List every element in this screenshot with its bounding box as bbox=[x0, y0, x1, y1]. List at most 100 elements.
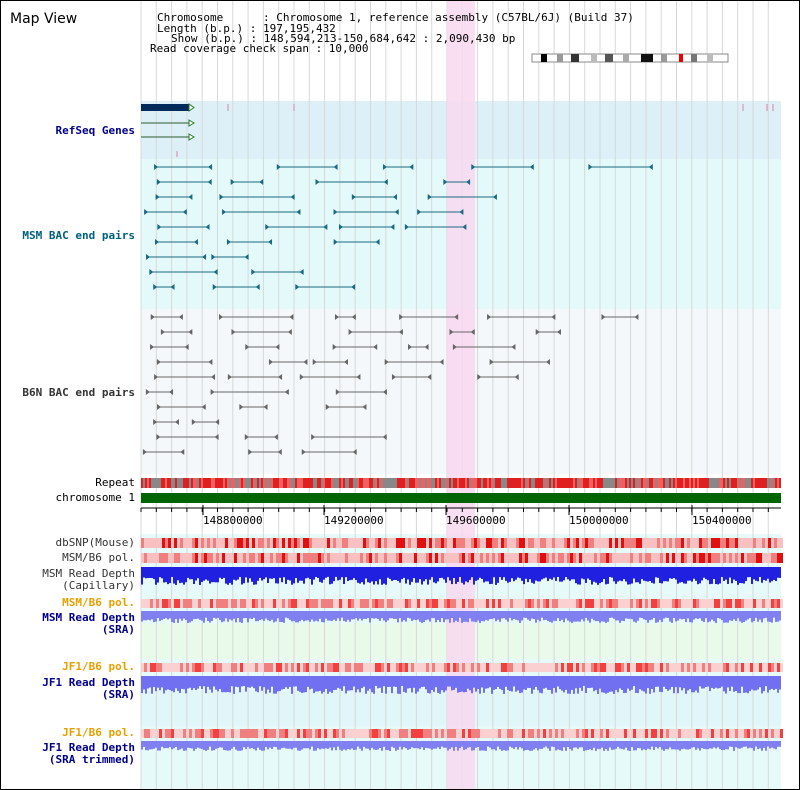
axis-tick-label: 150400000 bbox=[692, 514, 752, 527]
depth-bar bbox=[467, 676, 469, 689]
depth-bar bbox=[435, 741, 437, 749]
ideogram-band bbox=[571, 54, 579, 62]
depth-bar bbox=[427, 741, 429, 749]
track-label-msm-depth-sra[interactable]: MSM Read Depth bbox=[42, 611, 135, 624]
heatmap-cell bbox=[180, 729, 183, 738]
depth-bar bbox=[523, 741, 525, 751]
heatmap-cell bbox=[720, 599, 723, 608]
depth-bar bbox=[449, 567, 451, 581]
heatmap-cell bbox=[561, 553, 564, 563]
heatmap-cell bbox=[387, 729, 390, 738]
depth-bar bbox=[385, 611, 387, 623]
depth-bar bbox=[253, 567, 255, 585]
heatmap-cell bbox=[297, 729, 300, 738]
depth-bar bbox=[321, 676, 323, 694]
heatmap-cell bbox=[369, 538, 372, 548]
depth-bar bbox=[267, 611, 269, 621]
depth-bar bbox=[577, 611, 579, 622]
heatmap-cell bbox=[201, 553, 204, 563]
heatmap-cell bbox=[552, 538, 555, 548]
repeat-segment bbox=[195, 478, 197, 488]
depth-bar bbox=[487, 741, 489, 747]
msm-pair-end bbox=[259, 179, 264, 185]
depth-bar bbox=[319, 611, 321, 619]
heatmap-cell bbox=[348, 663, 351, 672]
heatmap-cell bbox=[573, 553, 576, 563]
depth-bar bbox=[513, 567, 515, 582]
track-label-refseq[interactable]: RefSeq Genes bbox=[55, 124, 135, 137]
track-label-b6n-bac[interactable]: B6N BAC end pairs bbox=[22, 386, 135, 399]
repeat-segment bbox=[563, 478, 565, 488]
track-label-jf1-depth-sra[interactable]: JF1 Read Depth bbox=[42, 676, 135, 689]
depth-bar bbox=[317, 676, 319, 692]
repeat-segment bbox=[345, 478, 347, 488]
track-label-jf1-b6-pol-trim[interactable]: JF1/B6 pol. bbox=[62, 726, 135, 739]
heatmap-cell bbox=[570, 538, 573, 548]
heatmap-cell bbox=[420, 599, 423, 608]
depth-bar bbox=[347, 567, 349, 581]
repeat-segment bbox=[511, 478, 513, 488]
depth-bar bbox=[393, 567, 395, 580]
track-label-msm-bac[interactable]: MSM BAC end pairs bbox=[22, 229, 135, 242]
repeat-segment bbox=[235, 478, 237, 488]
heatmap-cell bbox=[660, 538, 663, 548]
heatmap-cell bbox=[615, 538, 618, 548]
heatmap-cell bbox=[423, 599, 426, 608]
b6n-pair-end bbox=[248, 449, 253, 455]
track-label-jf1-depth-trimmed[interactable]: JF1 Read Depth bbox=[42, 741, 135, 754]
heatmap-cell bbox=[771, 538, 774, 548]
depth-bar bbox=[331, 611, 333, 622]
heatmap-cell bbox=[741, 729, 744, 738]
depth-bar bbox=[705, 611, 707, 619]
repeat-segment bbox=[369, 478, 371, 488]
depth-bar bbox=[649, 611, 651, 621]
heatmap-cell bbox=[351, 599, 354, 608]
track-label-jf1-b6-pol[interactable]: JF1/B6 pol. bbox=[62, 660, 135, 673]
track-label-dbsnp[interactable]: dbSNP(Mouse) bbox=[55, 536, 135, 549]
track-label-msm-b6-pol[interactable]: MSM/B6 pol. bbox=[62, 551, 135, 564]
track-label-msm-depth-capillary[interactable]: MSM Read Depth bbox=[42, 567, 135, 580]
repeat-segment bbox=[477, 478, 479, 488]
depth-bar bbox=[457, 567, 459, 582]
depth-bar bbox=[425, 611, 427, 621]
depth-bar bbox=[333, 611, 335, 620]
heatmap-cell bbox=[291, 553, 294, 563]
heatmap-cell bbox=[234, 663, 237, 672]
repeat-segment bbox=[457, 478, 459, 488]
depth-bar bbox=[573, 676, 575, 694]
heatmap-cell bbox=[738, 663, 741, 672]
gene-arrow bbox=[188, 133, 195, 141]
heatmap-cell bbox=[183, 729, 186, 738]
heatmap-cell bbox=[192, 729, 195, 738]
b6n-pair-end bbox=[169, 389, 174, 395]
heatmap-cell bbox=[549, 729, 552, 738]
heatmap-cell bbox=[540, 663, 543, 672]
depth-bar bbox=[455, 567, 457, 584]
repeat-segment bbox=[439, 478, 441, 488]
depth-bar bbox=[477, 611, 479, 621]
depth-bar bbox=[155, 676, 157, 692]
heatmap-cell bbox=[372, 729, 375, 738]
heatmap-cell bbox=[600, 663, 603, 672]
depth-bar bbox=[297, 676, 299, 691]
depth-bar bbox=[185, 741, 187, 751]
depth-bar bbox=[485, 741, 487, 751]
heatmap-cell bbox=[153, 599, 156, 608]
depth-bar bbox=[203, 567, 205, 581]
track-label-msm-b6-pol-sra[interactable]: MSM/B6 pol. bbox=[62, 596, 135, 609]
repeat-segment bbox=[711, 478, 713, 488]
depth-bar bbox=[265, 741, 267, 748]
depth-bar bbox=[655, 567, 657, 578]
heatmap-cell bbox=[198, 538, 201, 548]
depth-bar bbox=[735, 676, 737, 692]
depth-bar bbox=[161, 676, 163, 688]
heatmap-cell bbox=[348, 538, 351, 548]
depth-bar bbox=[457, 611, 459, 622]
heatmap-cell bbox=[579, 553, 582, 563]
heatmap-cell bbox=[162, 729, 165, 738]
heatmap-cell bbox=[513, 663, 516, 672]
heatmap-cell bbox=[519, 538, 522, 548]
heatmap-cell bbox=[249, 729, 252, 738]
depth-bar bbox=[597, 567, 599, 585]
depth-bar bbox=[357, 567, 359, 583]
